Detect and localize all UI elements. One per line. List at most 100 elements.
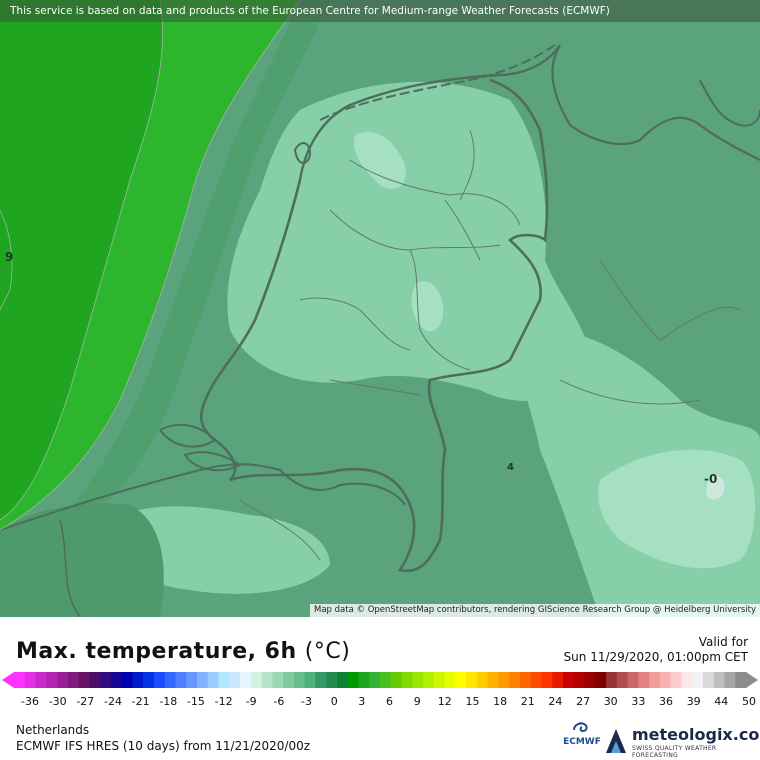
colorbar-swatch: [57, 672, 69, 688]
colorbar-tick-label: -9: [245, 695, 257, 708]
colorbar-tick-label: -18: [159, 695, 178, 708]
colorbar-tick-label: 27: [576, 695, 591, 708]
colorbar-swatch: [24, 672, 37, 688]
colorbar-tick-label: 50: [742, 695, 756, 708]
colorbar-swatch: [164, 672, 177, 688]
colorbar-tick-label: 18: [493, 695, 508, 708]
colorbar-swatch: [616, 672, 629, 688]
colorbar-swatch: [250, 672, 263, 688]
colorbar-tick-label: -27: [76, 695, 95, 708]
colorbar-swatch: [595, 672, 607, 688]
colorbar-swatch: [412, 672, 424, 688]
colorbar-swatch: [369, 672, 381, 688]
interior-light: [227, 81, 592, 401]
border-netherlands: [199, 78, 549, 573]
colorbar-swatch: [229, 672, 241, 688]
colorbar-swatch: [380, 672, 392, 688]
colorbar-swatch: [498, 672, 510, 688]
colorbar-swatch: [46, 672, 58, 688]
colorbar-arrow-low: [2, 672, 14, 688]
colorbar-tick-label: 6: [386, 695, 393, 708]
colorbar-swatch: [272, 672, 284, 688]
colorbar-swatch: [315, 672, 327, 688]
colorbar-tick-label: 44: [714, 695, 729, 708]
colorbar-arrow-high: [746, 672, 758, 688]
colorbar-swatch: [240, 672, 252, 688]
colorbar-swatch: [175, 672, 187, 688]
isotherm-label: 9: [5, 250, 14, 264]
title-text: Max. temperature, 6h: [16, 639, 297, 664]
border-belgium: [0, 463, 406, 531]
ecmwf-text: ECMWF: [563, 737, 601, 747]
province-borders: [239, 129, 741, 561]
colorbar-tick-label: 21: [520, 695, 535, 708]
colorbar-swatch: [681, 672, 693, 688]
colorbar-swatch: [283, 672, 295, 688]
map-canvas: [0, 0, 760, 617]
colorbar-swatch: [627, 672, 639, 688]
isotherm-label: -0: [704, 472, 718, 486]
colorbar-tick-label: 0: [330, 695, 338, 708]
colorbar-tick-label: 30: [603, 695, 618, 708]
colorbar-swatch: [638, 672, 650, 688]
colorbar-swatch: [401, 672, 413, 688]
colorbar-swatch: [197, 672, 209, 688]
colorbar-tick-label: 9: [413, 695, 421, 708]
colorbar-swatch: [304, 672, 317, 688]
colorbar-swatch: [476, 672, 489, 688]
colorbar-tick-label: 12: [437, 695, 452, 708]
colorbar-tick-label: 39: [686, 695, 701, 708]
south-light: [110, 506, 330, 594]
colorbar-swatch: [670, 672, 683, 688]
colorbar-swatch: [552, 672, 564, 688]
colorbar-swatch: [100, 672, 112, 688]
colorbar-tick-label: -15: [186, 695, 205, 708]
colorbar-tick-label: 36: [659, 695, 673, 708]
colorbar-swatch: [606, 672, 618, 688]
colorbar-swatch: [390, 672, 403, 688]
forecast-map[interactable]: This service is based on data and produc…: [0, 0, 760, 617]
map-attribution[interactable]: Map data © OpenStreetMap contributors, r…: [310, 604, 760, 617]
hotspot-north: [354, 131, 406, 189]
colorbar-tick-label: -3: [301, 695, 312, 708]
colorbar-swatch: [218, 672, 230, 688]
colorbar-swatch: [14, 672, 26, 688]
cool-pocket: [492, 468, 566, 591]
meteologix-logo[interactable]: meteologix.com SWISS QUALITY WEATHER FOR…: [604, 725, 760, 759]
model-info: ECMWF IFS HRES (10 days) from 11/21/2020…: [16, 739, 311, 753]
colorbar-tick-label: -12: [214, 695, 233, 708]
colorbar-swatch: [336, 672, 349, 688]
ecmwf-logo[interactable]: ECMWF: [560, 721, 604, 747]
sea-dark-band: [0, 0, 163, 520]
map-title: Max. temperature, 6h (°C): [16, 639, 350, 664]
valid-time: Valid for Sun 11/29/2020, 01:00pm CET: [564, 635, 748, 665]
colorbar-swatch: [261, 672, 273, 688]
colorbar-swatch: [132, 672, 144, 688]
colorbar-swatch: [573, 672, 586, 688]
colorbar-swatch: [530, 672, 543, 688]
colorbar-swatch: [293, 672, 306, 688]
colorbar-tick-label: -21: [131, 695, 150, 708]
coastline-north: [298, 44, 561, 181]
ecmwf-banner: This service is based on data and produc…: [0, 0, 760, 22]
colorbar-swatch: [455, 672, 467, 688]
colorbar-swatch: [153, 672, 166, 688]
colorbar-swatch: [466, 672, 478, 688]
colorbar-swatch: [713, 672, 726, 688]
meteologix-mark-icon: [606, 729, 626, 753]
colorbar-swatch: [519, 672, 532, 688]
colorbar-tick-label: 33: [631, 695, 646, 708]
colorbar-tick-label: -30: [48, 695, 67, 708]
coastal-strip: [70, 0, 330, 510]
east-frisian-coast: [699, 79, 760, 127]
colorbar-swatch: [423, 672, 435, 688]
colorbar-tick-label: 3: [358, 695, 366, 708]
valid-datetime: Sun 11/29/2020, 01:00pm CET: [563, 650, 748, 664]
coastline-germany: [551, 44, 760, 161]
colorbar-swatch: [121, 672, 134, 688]
colorbar-swatch: [186, 672, 198, 688]
colorbar-swatch: [326, 672, 338, 688]
colorbar-swatch: [509, 672, 521, 688]
isotherm-lines: [0, 0, 301, 531]
colorbar-swatch: [659, 672, 672, 688]
